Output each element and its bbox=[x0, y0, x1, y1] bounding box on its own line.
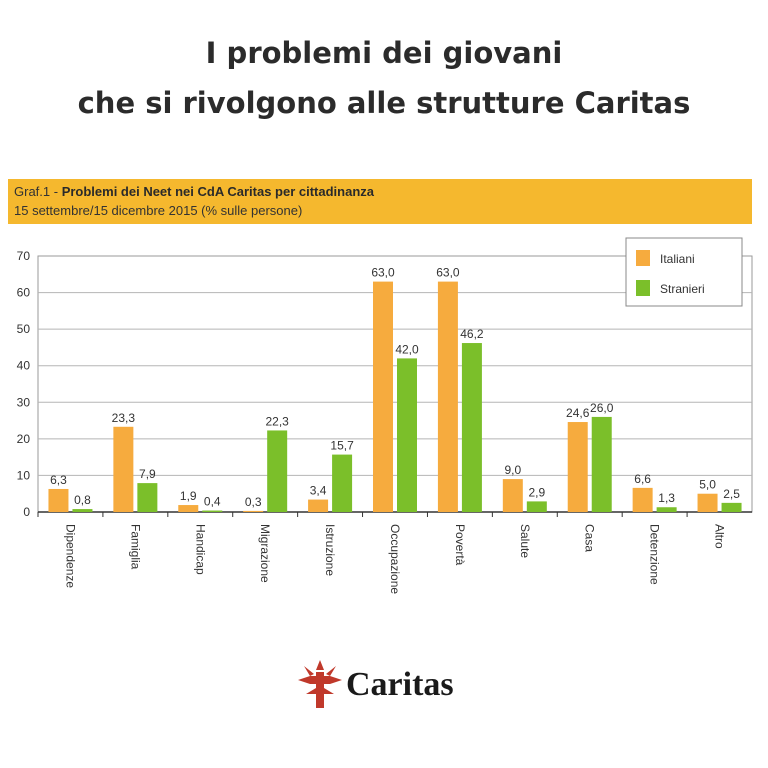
data-label: 9,0 bbox=[504, 463, 521, 477]
chart-number: Graf.1 - bbox=[14, 184, 62, 199]
y-tick-label: 70 bbox=[17, 249, 31, 263]
bar-italiani bbox=[567, 422, 588, 512]
legend-label: Italiani bbox=[660, 252, 695, 266]
x-tick-label: Occupazione bbox=[388, 524, 402, 594]
x-tick-label: Migrazione bbox=[258, 524, 272, 583]
x-tick-label: Altro bbox=[713, 524, 727, 549]
bar-italiani bbox=[178, 505, 199, 512]
bar-chart: 0 10 20 30 40 50 60 70 6,3 0,8 Dipendenze 23,3 7,9 Fa… bbox=[17, 237, 753, 594]
bar-stranieri bbox=[267, 430, 288, 512]
legend-swatch-italiani bbox=[636, 250, 650, 266]
data-label: 15,7 bbox=[330, 439, 354, 453]
caritas-cross-icon bbox=[298, 660, 342, 708]
bar-italiani bbox=[502, 479, 523, 512]
bar-stranieri bbox=[137, 483, 158, 512]
data-label: 63,0 bbox=[371, 266, 395, 280]
headline-line-1: I problemi dei giovani bbox=[205, 36, 563, 70]
data-label: 24,6 bbox=[566, 406, 590, 420]
bar-italiani bbox=[373, 281, 393, 512]
data-label: 5,0 bbox=[699, 478, 716, 492]
caritas-logo: Caritas bbox=[296, 654, 476, 714]
data-label: 0,4 bbox=[204, 495, 221, 509]
x-tick-label: Salute bbox=[518, 524, 532, 558]
x-tick-label: Famiglia bbox=[128, 524, 142, 570]
data-label: 46,2 bbox=[460, 327, 484, 341]
data-label: 63,0 bbox=[436, 266, 460, 280]
bar-stranieri bbox=[656, 507, 677, 512]
bar-italiani bbox=[632, 487, 653, 512]
data-label: 0,8 bbox=[74, 493, 91, 507]
bar-stranieri bbox=[721, 502, 742, 512]
y-tick-label: 40 bbox=[17, 359, 31, 373]
bar-stranieri bbox=[461, 343, 482, 512]
caritas-wordmark: Caritas bbox=[346, 666, 454, 703]
bar-stranieri bbox=[591, 416, 612, 512]
y-tick-label: 0 bbox=[23, 505, 30, 519]
data-label: 26,0 bbox=[590, 401, 614, 415]
bar-italiani bbox=[243, 510, 264, 512]
data-label: 2,5 bbox=[723, 487, 740, 501]
x-tick-label: Casa bbox=[583, 524, 597, 552]
bar-italiani bbox=[308, 499, 329, 512]
data-label: 7,9 bbox=[139, 467, 156, 481]
data-label: 1,9 bbox=[180, 489, 197, 503]
bar-stranieri bbox=[202, 510, 223, 512]
data-label: 3,4 bbox=[310, 484, 327, 498]
data-label: 1,3 bbox=[658, 491, 675, 505]
y-tick-label: 30 bbox=[17, 395, 31, 409]
bar-italiani bbox=[697, 493, 718, 512]
data-label: 6,6 bbox=[634, 472, 651, 486]
legend-label: Stranieri bbox=[660, 282, 705, 296]
data-label: 0,3 bbox=[245, 495, 262, 509]
x-tick-label: Detenzione bbox=[648, 524, 662, 585]
bar-stranieri bbox=[332, 454, 353, 512]
bar-stranieri bbox=[397, 358, 417, 512]
data-label: 23,3 bbox=[112, 411, 136, 425]
bar-stranieri bbox=[72, 509, 93, 512]
bar-italiani bbox=[48, 488, 69, 512]
chart-banner: Graf.1 - Problemi dei Neet nei CdA Carit… bbox=[8, 179, 752, 224]
chart-subtitle: 15 settembre/15 dicembre 2015 (% sulle p… bbox=[14, 203, 303, 218]
y-tick-label: 20 bbox=[17, 432, 31, 446]
x-tick-label: Povertà bbox=[453, 524, 467, 566]
data-label: 42,0 bbox=[395, 342, 419, 356]
bar-stranieri bbox=[526, 501, 547, 512]
bar-italiani bbox=[113, 426, 134, 512]
y-tick-label: 10 bbox=[17, 468, 31, 482]
data-label: 2,9 bbox=[528, 485, 545, 499]
x-tick-label: Handicap bbox=[193, 524, 207, 575]
y-tick-label: 60 bbox=[17, 286, 31, 300]
legend-swatch-stranieri bbox=[636, 280, 650, 296]
x-tick-label: Istruzione bbox=[323, 524, 337, 576]
bar-italiani bbox=[437, 281, 458, 512]
headline-line-2: che si rivolgono alle strutture Caritas bbox=[77, 86, 691, 120]
data-label: 6,3 bbox=[50, 473, 67, 487]
chart-title: Graf.1 - Problemi dei Neet nei CdA Carit… bbox=[14, 184, 374, 199]
headline: I problemi dei giovani che si rivolgono … bbox=[0, 28, 768, 128]
chart-title-text: Problemi dei Neet nei CdA Caritas per ci… bbox=[61, 184, 375, 199]
data-label: 22,3 bbox=[266, 414, 290, 428]
y-tick-label: 50 bbox=[17, 322, 31, 336]
x-tick-label: Dipendenze bbox=[63, 524, 77, 588]
